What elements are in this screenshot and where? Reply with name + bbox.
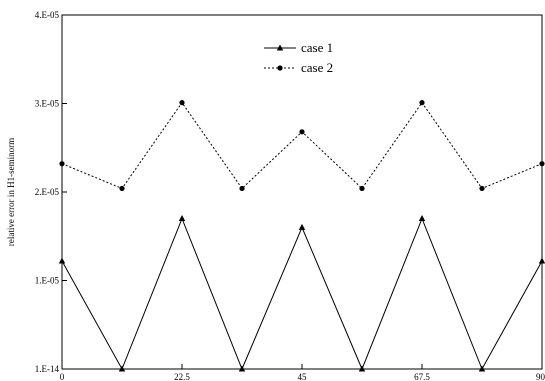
data-point [238, 365, 246, 372]
legend: case 1 case 2 [264, 40, 333, 75]
legend-label: case 2 [301, 60, 333, 75]
x-tick-label: 22.5 [174, 372, 190, 381]
y-axis: 1.E-14 1.E-05 2.E-05 3.E-05 4.E-05 [35, 10, 67, 374]
y-tick-label: 2.E-05 [35, 187, 60, 197]
data-point [359, 185, 365, 192]
data-point [419, 100, 425, 106]
data-point [58, 257, 66, 264]
series-1 [58, 215, 545, 372]
data-point [179, 100, 185, 106]
data-point [119, 185, 125, 192]
y-tick-label: 3.E-05 [35, 99, 60, 109]
legend-item: case 1 [264, 40, 333, 55]
data-point [298, 223, 306, 230]
series-group [58, 100, 545, 372]
legend-label: case 1 [301, 40, 333, 55]
legend-item: case 2 [264, 60, 333, 75]
data-point [538, 257, 545, 264]
legend-marker [277, 65, 283, 71]
series-2 [59, 100, 545, 192]
data-point [118, 365, 126, 372]
data-point [178, 215, 186, 222]
data-point [478, 365, 486, 372]
x-tick-label: 67.5 [414, 372, 430, 381]
y-tick-label: 1.E-14 [35, 364, 60, 374]
data-point [358, 365, 366, 372]
data-point [479, 185, 485, 192]
x-tick-label: 90 [536, 372, 545, 381]
data-point [239, 185, 245, 192]
y-axis-label: relative error in H1-seminorm [6, 138, 16, 246]
legend-marker [276, 44, 284, 51]
x-tick-label: 45 [298, 372, 308, 381]
series-line [61, 217, 543, 371]
x-axis: 0 22.5 45 67.5 90 [60, 364, 545, 381]
data-point [418, 215, 426, 222]
data-point [59, 161, 65, 167]
y-tick-label: 4.E-05 [35, 10, 60, 20]
data-point [299, 129, 305, 135]
series-line [61, 101, 543, 190]
x-tick-label: 0 [60, 372, 65, 381]
y-tick-label: 1.E-05 [35, 276, 60, 286]
data-point [539, 161, 545, 167]
